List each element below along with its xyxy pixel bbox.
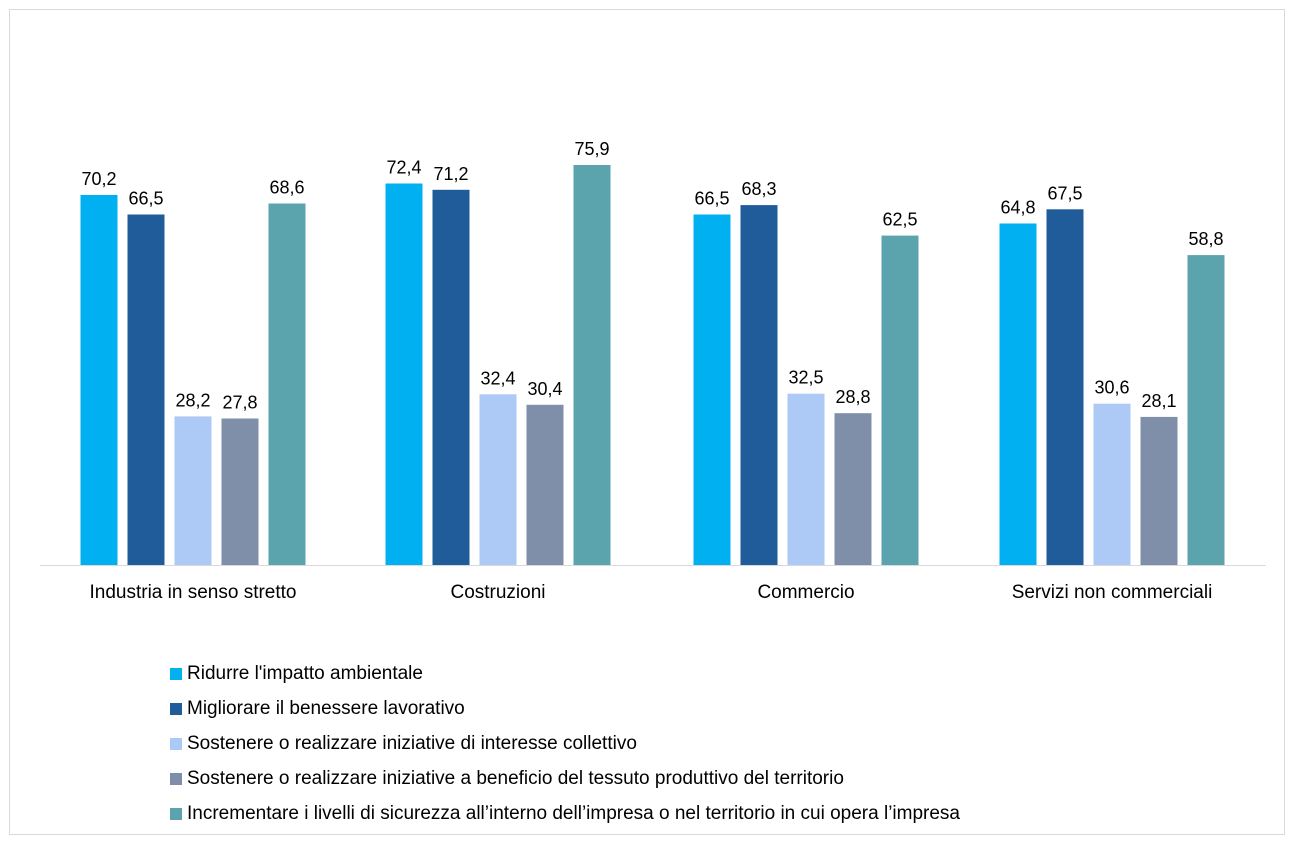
legend-swatch bbox=[170, 667, 182, 680]
bar bbox=[479, 394, 517, 565]
bar bbox=[432, 189, 470, 566]
legend-item: Sostenere o realizzare iniziative a bene… bbox=[170, 761, 960, 796]
bar-chart: 70,2 66,5 28,2 27,8 68,6 Industria in senso s… bbox=[40, 139, 1266, 603]
legend-swatch bbox=[170, 702, 182, 715]
bar bbox=[693, 214, 731, 565]
data-label: 70,2 bbox=[81, 169, 116, 189]
legend-swatch bbox=[170, 737, 182, 750]
bar bbox=[174, 416, 212, 565]
chart-frame: 70,2 66,5 28,2 27,8 68,6 Industria in senso s… bbox=[9, 9, 1285, 835]
bar bbox=[999, 223, 1037, 565]
legend-item: Migliorare il benessere lavorativo bbox=[170, 691, 960, 726]
data-label: 64,8 bbox=[1000, 198, 1035, 218]
legend-label: Sostenere o realizzare iniziative a bene… bbox=[187, 767, 844, 789]
legend-label: Migliorare il benessere lavorativo bbox=[187, 697, 465, 719]
data-label: 67,5 bbox=[1047, 183, 1082, 203]
bar bbox=[385, 183, 423, 565]
legend: Ridurre l'impatto ambientale Migliorare … bbox=[170, 656, 960, 831]
legend-swatch bbox=[170, 772, 182, 785]
category-label: Industria in senso stretto bbox=[90, 582, 297, 603]
bar bbox=[80, 195, 118, 565]
data-label: 72,4 bbox=[386, 158, 421, 178]
data-label: 68,6 bbox=[269, 178, 304, 198]
data-label: 27,8 bbox=[222, 393, 257, 413]
bar bbox=[834, 413, 872, 565]
data-label: 66,5 bbox=[128, 189, 163, 209]
bar bbox=[740, 205, 778, 565]
data-label: 75,9 bbox=[574, 139, 609, 159]
data-label: 62,5 bbox=[882, 210, 917, 230]
data-label: 28,8 bbox=[835, 387, 870, 407]
data-label: 66,5 bbox=[694, 189, 729, 209]
legend-item: Sostenere o realizzare iniziative di int… bbox=[170, 726, 960, 761]
data-label: 30,4 bbox=[527, 379, 562, 399]
bar bbox=[573, 165, 611, 565]
legend-item: Incrementare i livelli di sicurezza all’… bbox=[170, 796, 960, 831]
bar bbox=[787, 393, 825, 565]
data-label: 28,1 bbox=[1141, 391, 1176, 411]
legend-label: Incrementare i livelli di sicurezza all’… bbox=[187, 802, 960, 824]
data-label: 32,5 bbox=[788, 368, 823, 388]
legend-label: Ridurre l'impatto ambientale bbox=[187, 662, 423, 684]
legend-swatch bbox=[170, 807, 182, 820]
bar bbox=[1046, 209, 1084, 566]
legend-label: Sostenere o realizzare iniziative di int… bbox=[187, 732, 637, 754]
bar bbox=[1140, 416, 1178, 565]
data-label: 68,3 bbox=[741, 179, 776, 199]
category-label: Commercio bbox=[757, 582, 854, 603]
bar bbox=[526, 404, 564, 565]
bar bbox=[1187, 255, 1225, 565]
legend-item: Ridurre l'impatto ambientale bbox=[170, 656, 960, 691]
data-label: 30,6 bbox=[1094, 378, 1129, 398]
category-label: Servizi non commerciali bbox=[1012, 582, 1213, 603]
bar bbox=[127, 214, 165, 565]
data-label: 28,2 bbox=[175, 390, 210, 410]
data-label: 58,8 bbox=[1188, 229, 1223, 249]
data-label: 71,2 bbox=[433, 164, 468, 184]
category-label: Costruzioni bbox=[450, 582, 545, 603]
bar bbox=[268, 203, 306, 565]
data-label: 32,4 bbox=[480, 368, 515, 388]
bar bbox=[881, 235, 919, 565]
bar bbox=[221, 418, 259, 565]
bar bbox=[1093, 403, 1131, 565]
